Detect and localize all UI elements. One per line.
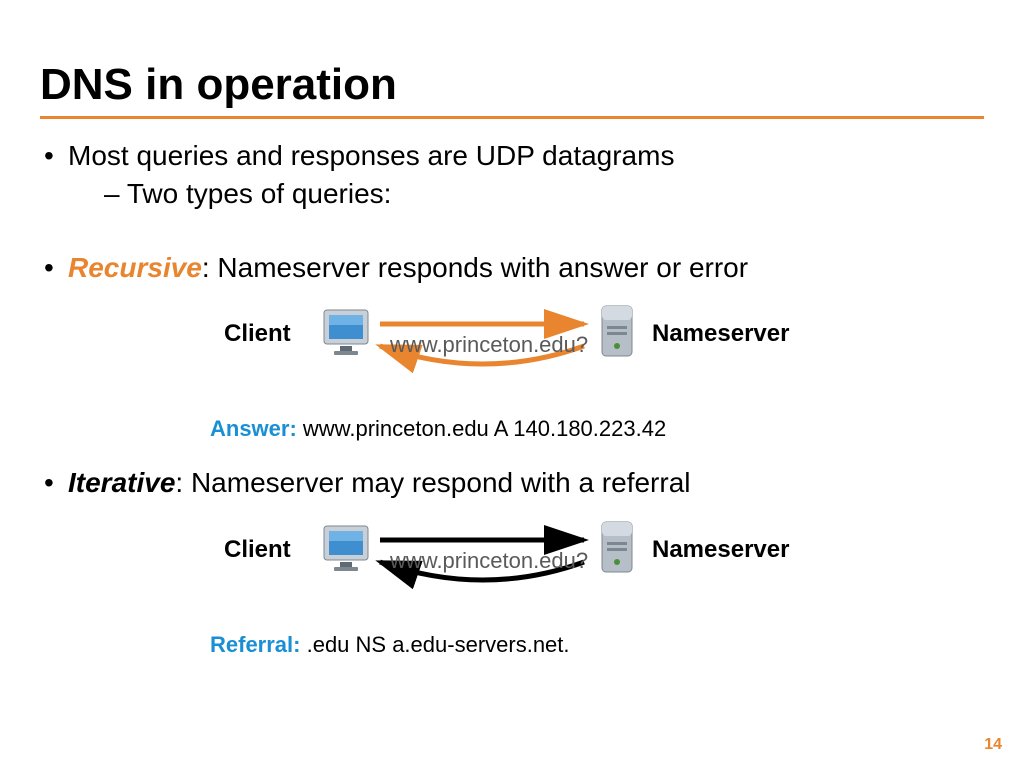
query-label: www.princeton.edu? — [390, 332, 588, 358]
bullet-1-sub: Two types of queries: — [68, 175, 984, 213]
monitor-icon — [320, 306, 376, 358]
bullet-list-3: Iterative: Nameserver may respond with a… — [40, 464, 984, 502]
bullet-2-strong: Recursive — [68, 252, 202, 283]
bullet-list-2: Recursive: Nameserver responds with answ… — [40, 249, 984, 287]
referral-label: Referral: — [210, 632, 300, 657]
client-label-2: Client — [224, 536, 291, 564]
nameserver-label: Nameserver — [652, 320, 789, 348]
monitor-icon-2 — [320, 522, 376, 574]
server-icon — [596, 300, 640, 364]
spacer — [40, 223, 984, 249]
server-icon-2 — [596, 516, 640, 580]
page-number: 14 — [984, 736, 1002, 754]
title-rule — [40, 116, 984, 119]
bullet-1-text: Most queries and responses are UDP datag… — [68, 140, 674, 171]
answer-text: www.princeton.edu A 140.180.223.42 — [297, 416, 666, 441]
answer-iterative: Referral: .edu NS a.edu-servers.net. — [210, 632, 984, 658]
diagram-iterative: Client www.princeton.edu? — [40, 516, 984, 626]
diagram-recursive: Client www.princeton.edu? — [40, 300, 984, 410]
bullet-3-rest: : Nameserver may respond with a referral — [175, 467, 690, 498]
bullet-3-strong: Iterative — [68, 467, 175, 498]
bullet-3: Iterative: Nameserver may respond with a… — [40, 464, 984, 502]
query-label-2: www.princeton.edu? — [390, 548, 588, 574]
answer-recursive: Answer: www.princeton.edu A 140.180.223.… — [210, 416, 984, 442]
client-label: Client — [224, 320, 291, 348]
bullet-list: Most queries and responses are UDP datag… — [40, 137, 984, 213]
bullet-2-rest: : Nameserver responds with answer or err… — [202, 252, 748, 283]
answer-label: Answer: — [210, 416, 297, 441]
nameserver-label-2: Nameserver — [652, 536, 789, 564]
referral-text: .edu NS a.edu-servers.net. — [300, 632, 569, 657]
bullet-1: Most queries and responses are UDP datag… — [40, 137, 984, 213]
slide-title: DNS in operation — [40, 60, 984, 110]
slide: DNS in operation Most queries and respon… — [0, 0, 1024, 768]
bullet-2: Recursive: Nameserver responds with answ… — [40, 249, 984, 287]
